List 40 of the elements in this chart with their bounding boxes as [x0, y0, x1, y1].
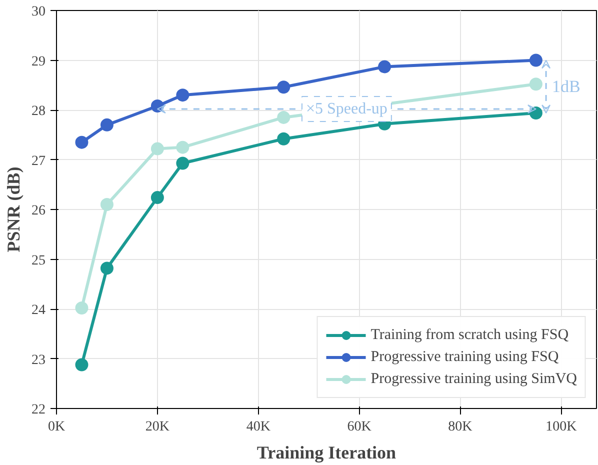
- point: [529, 78, 542, 91]
- point: [277, 80, 290, 94]
- x-tick-label: 60K: [347, 420, 372, 434]
- point: [277, 132, 290, 146]
- y-tick-label: 26: [32, 204, 46, 218]
- x-tick-label: 40K: [246, 420, 270, 434]
- y-tick-label: 24: [32, 303, 46, 318]
- y-tick-label: 25: [32, 253, 46, 268]
- point: [378, 60, 392, 74]
- point: [176, 88, 190, 102]
- annotation: ×5 Speed-up: [306, 100, 388, 118]
- y-tick-label: 27: [32, 154, 46, 169]
- point: [277, 110, 290, 124]
- point: [176, 156, 190, 170]
- point: [100, 198, 114, 212]
- annotation: 1dB: [552, 77, 580, 96]
- y-tick-label: 23: [32, 352, 46, 368]
- y-tick-label: 28: [32, 104, 46, 119]
- point: [529, 106, 542, 120]
- point: [75, 136, 88, 149]
- point: [75, 302, 88, 314]
- point: [150, 142, 164, 156]
- legend-label: Training from scratch using FSQ: [370, 326, 569, 344]
- point: [529, 54, 542, 67]
- y-axis-title: PSNR (dB): [4, 166, 24, 252]
- y-tick-label: 30: [32, 4, 46, 20]
- point: [176, 140, 190, 154]
- y-tick-label: 22: [32, 402, 46, 418]
- y-tick-label: 29: [32, 54, 46, 70]
- x-tick-label: 100K: [546, 420, 577, 434]
- point: [100, 118, 114, 132]
- x-tick-label: 20K: [145, 420, 170, 434]
- legend-label: Progressive training using FSQ: [370, 348, 559, 366]
- point: [100, 262, 114, 275]
- x-axis-title: Training Iteration: [256, 442, 396, 462]
- x-tick-label: 0K: [48, 420, 66, 434]
- x-tick-label: 80K: [448, 420, 472, 434]
- point: [75, 358, 88, 372]
- legend-label: Progressive training using SimVQ: [370, 370, 577, 388]
- point: [150, 191, 164, 204]
